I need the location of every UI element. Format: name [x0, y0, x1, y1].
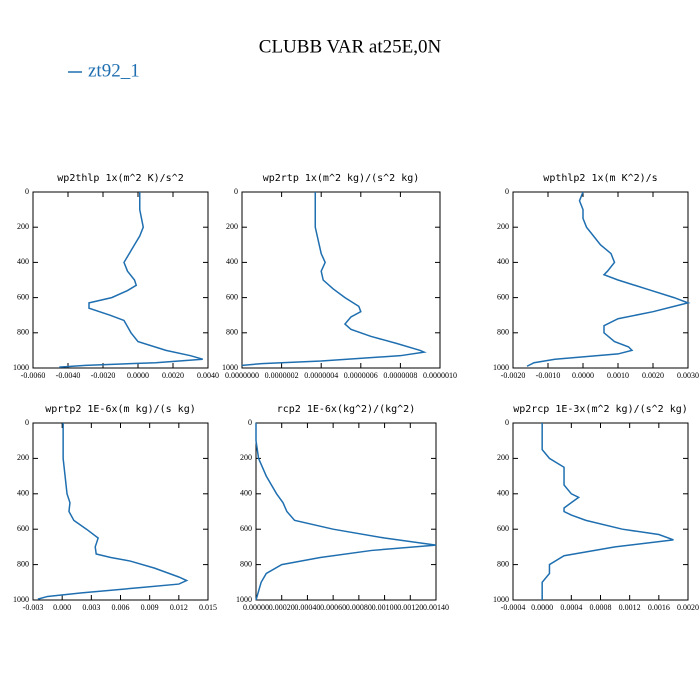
y-tick-label: 200: [226, 222, 238, 231]
y-tick-label: 400: [497, 489, 509, 498]
x-tick-label: 0.00020: [269, 603, 295, 612]
x-tick-label: 0.009: [141, 603, 159, 612]
panel-title: wpthlp2 1x(m K^2)/s: [543, 173, 657, 184]
x-tick-label: 0.0000004: [304, 371, 338, 380]
y-tick-label: 800: [17, 559, 29, 568]
y-tick-label: 200: [497, 453, 509, 462]
y-tick-label: 200: [17, 453, 29, 462]
y-tick-label: 1000: [13, 363, 29, 372]
y-tick-label: 400: [497, 257, 509, 266]
x-tick-label: 0.0010: [607, 371, 629, 380]
y-tick-label: 600: [240, 524, 252, 533]
plot-frame: [32, 422, 209, 601]
y-tick-label: 0: [234, 187, 238, 196]
x-tick-label: -0.0020: [501, 371, 526, 380]
plot-frame: [32, 191, 209, 369]
y-tick-label: 1000: [13, 595, 29, 604]
x-tick-label: 0.00000: [243, 603, 269, 612]
x-tick-label: 0.012: [170, 603, 188, 612]
x-tick-label: 0.0000002: [265, 371, 299, 380]
x-tick-label: 0.0000010: [423, 371, 457, 380]
panel-title: wp2rcp 1E-3x(m^2 kg)/(s^2 kg): [513, 404, 688, 415]
x-tick-label: 0.0000: [127, 371, 149, 380]
x-tick-label: 0.0030: [677, 371, 699, 380]
x-tick-label: 0.0040: [197, 371, 219, 380]
x-tick-label: 0.0000: [572, 371, 594, 380]
y-tick-label: 0: [25, 187, 29, 196]
y-tick-label: 800: [17, 328, 29, 337]
y-tick-label: 0: [505, 418, 509, 427]
legend-label: zt92_1: [88, 60, 140, 81]
x-tick-label: 0.0004: [560, 603, 582, 612]
plot-frame: [512, 422, 689, 601]
x-tick-label: 0.0020: [677, 603, 699, 612]
x-tick-label: -0.0004: [501, 603, 526, 612]
y-tick-label: 1000: [493, 363, 509, 372]
y-tick-label: 1000: [222, 363, 238, 372]
y-tick-label: 200: [17, 222, 29, 231]
y-tick-label: 600: [17, 292, 29, 301]
profile-line: [59, 192, 203, 368]
y-tick-label: 0: [505, 187, 509, 196]
profile-line: [37, 423, 189, 600]
y-tick-label: 600: [17, 524, 29, 533]
plot-frame: [512, 191, 689, 369]
panel-title: rcp2 1E-6x(kg^2)/(kg^2): [277, 404, 415, 415]
y-tick-label: 600: [497, 292, 509, 301]
y-tick-label: 1000: [493, 595, 509, 604]
x-tick-label: -0.003: [23, 603, 44, 612]
x-tick-label: -0.0010: [536, 371, 561, 380]
y-tick-label: 0: [25, 418, 29, 427]
x-tick-label: 0.00100: [372, 603, 398, 612]
x-tick-label: -0.0040: [56, 371, 81, 380]
plot-frame: [241, 191, 441, 369]
y-tick-label: 800: [240, 559, 252, 568]
y-tick-label: 0: [248, 418, 252, 427]
y-tick-label: 400: [240, 489, 252, 498]
x-tick-label: 0.0012: [619, 603, 641, 612]
x-tick-label: 0.0020: [162, 371, 184, 380]
y-tick-label: 1000: [236, 595, 252, 604]
panel-title: wp2thlp 1x(m^2 K)/s^2: [57, 173, 183, 184]
x-tick-label: 0.006: [112, 603, 130, 612]
profile-line: [526, 191, 691, 367]
x-tick-label: -0.0020: [91, 371, 116, 380]
x-tick-label: 0.00120: [397, 603, 423, 612]
y-tick-label: 200: [240, 453, 252, 462]
y-tick-label: 600: [226, 292, 238, 301]
y-tick-label: 800: [497, 559, 509, 568]
profile-line: [255, 423, 437, 601]
figure-title: CLUBB VAR at25E,0N: [259, 36, 442, 57]
y-tick-label: 800: [226, 328, 238, 337]
panel-title: wp2rtp 1x(m^2 kg)/(s^2 kg): [263, 173, 420, 184]
y-tick-label: 400: [17, 257, 29, 266]
x-tick-label: 0.00040: [294, 603, 320, 612]
x-tick-label: -0.0060: [21, 371, 46, 380]
x-tick-label: 0.00080: [346, 603, 372, 612]
y-tick-label: 200: [497, 222, 509, 231]
x-tick-label: 0.00140: [423, 603, 449, 612]
x-tick-label: 0.0000006: [344, 371, 378, 380]
x-tick-label: 0.00060: [320, 603, 346, 612]
x-tick-label: 0.015: [199, 603, 217, 612]
x-tick-label: 0.0000: [531, 603, 553, 612]
x-tick-label: 0.0000008: [383, 371, 417, 380]
y-tick-label: 400: [17, 489, 29, 498]
y-tick-label: 400: [226, 257, 238, 266]
profile-line: [241, 192, 427, 367]
x-tick-label: 0.0020: [642, 371, 664, 380]
x-tick-label: 0.0000000: [225, 371, 259, 380]
plot-frame: [255, 422, 437, 601]
y-tick-label: 800: [497, 328, 509, 337]
y-tick-label: 600: [497, 524, 509, 533]
x-tick-label: 0.000: [53, 603, 71, 612]
profile-line: [541, 423, 674, 600]
x-tick-label: 0.0008: [590, 603, 612, 612]
panel-title: wprtp2 1E-6x(m kg)/(s kg): [45, 404, 196, 415]
x-tick-label: 0.003: [82, 603, 100, 612]
x-tick-label: 0.0016: [648, 603, 670, 612]
